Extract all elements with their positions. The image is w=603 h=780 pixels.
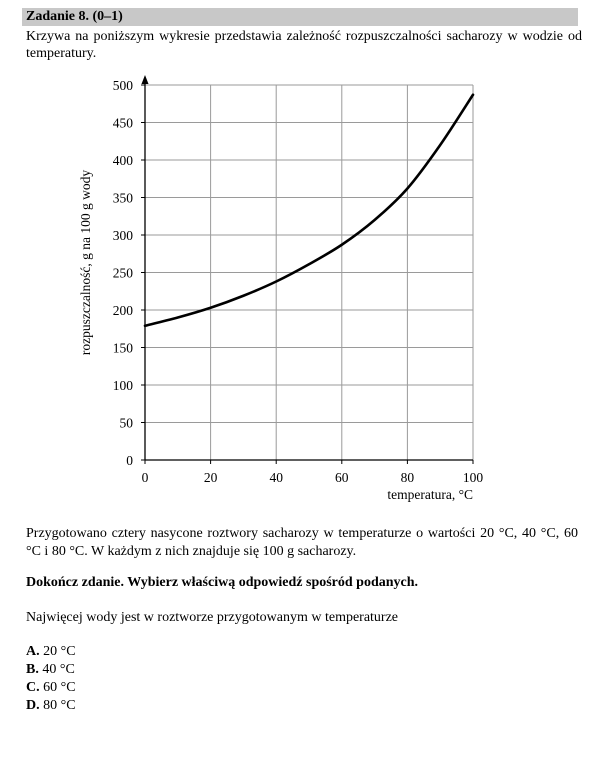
x-tick-label: 0: [142, 470, 149, 485]
option-a[interactable]: A. 20 °C: [26, 643, 76, 661]
task-header-bar: [22, 8, 578, 26]
option-c[interactable]: C. 60 °C: [26, 679, 76, 697]
chart-grid: [145, 84, 474, 460]
y-axis-label: rozpuszczalność, g na 100 g wody: [78, 170, 93, 355]
option-d[interactable]: D. 80 °C: [26, 697, 76, 715]
chart-axes: [141, 75, 474, 464]
y-tick-label: 500: [113, 78, 134, 93]
y-tick-label: 350: [113, 191, 134, 206]
y-tick-label: 150: [113, 341, 134, 356]
y-axis-arrow: [141, 75, 149, 84]
option-text: 20 °C: [43, 644, 76, 659]
task-setup-text: Przygotowano cztery nasycone roztwory sa…: [26, 526, 578, 559]
option-text: 60 °C: [43, 680, 76, 695]
x-tick-label: 20: [204, 470, 218, 485]
option-letter: A.: [26, 644, 40, 659]
y-tick-label: 100: [113, 378, 134, 393]
y-tick-label: 400: [113, 153, 134, 168]
chart-series: [143, 93, 475, 328]
y-tick-label: 50: [120, 416, 134, 431]
y-tick-label: 300: [113, 228, 134, 243]
y-tick-label: 200: [113, 303, 134, 318]
y-tick-label: 0: [126, 453, 133, 468]
solubility-curve: [143, 93, 475, 328]
x-tick-label: 40: [269, 470, 283, 485]
option-letter: C.: [26, 680, 40, 695]
option-letter: B.: [26, 662, 39, 677]
y-tick-label: 450: [113, 116, 134, 131]
y-tick-label: 250: [113, 266, 134, 281]
option-b[interactable]: B. 40 °C: [26, 661, 76, 679]
x-tick-label: 80: [401, 470, 415, 485]
solubility-chart: 0 50 100 150 200 250 300 350 400 450 500 0 20 40 60 80 1…: [78, 75, 484, 502]
x-axis-label: temperatura, °C: [387, 487, 473, 502]
x-tick-label: 100: [463, 470, 484, 485]
option-text: 80 °C: [43, 698, 76, 713]
task-intro: Krzywa na poniższym wykresie przedstawia…: [26, 29, 582, 61]
task-title: Zadanie 8. (0–1): [26, 9, 123, 24]
task-question: Najwięcej wody jest w roztworze przygoto…: [26, 610, 399, 625]
task-instruction: Dokończ zdanie. Wybierz właściwą odpowie…: [26, 575, 419, 590]
option-letter: D.: [26, 698, 40, 713]
chart-tick-labels: 0 50 100 150 200 250 300 350 400 450 500 0 20 40 60 80 1…: [113, 78, 484, 485]
option-text: 40 °C: [42, 662, 75, 677]
answer-options: A. 20 °C B. 40 °C C. 60 °C D. 80 °C: [26, 643, 76, 715]
x-tick-label: 60: [335, 470, 349, 485]
